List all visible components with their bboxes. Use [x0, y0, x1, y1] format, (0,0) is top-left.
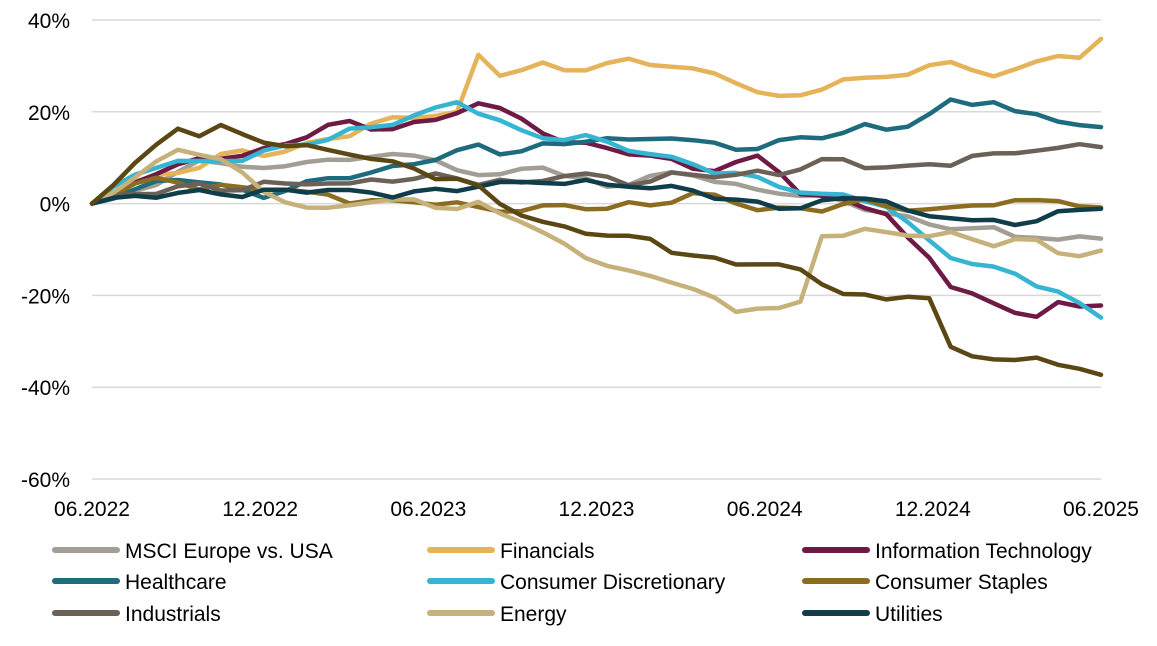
x-tick-label: 06.2025 [1063, 498, 1139, 521]
series-line [89, 101, 1104, 320]
x-tick-label: 12.2023 [559, 498, 635, 521]
x-tick-label: 06.2023 [390, 498, 466, 521]
y-tick-label: -60% [21, 469, 70, 492]
legend-label: Consumer Discretionary [500, 571, 726, 594]
y-tick-label: 40% [28, 10, 70, 33]
x-tick-label: 12.2022 [222, 498, 298, 521]
y-tick-label: -20% [21, 285, 70, 308]
x-tick-label: 06.2022 [54, 498, 130, 521]
x-tick-labels: 06.2022 12.2022 06.2023 12.2023 06.2024 12.20… [54, 498, 1139, 521]
legend-label: Consumer Staples [875, 571, 1048, 594]
x-tick-label: 06.2024 [727, 498, 803, 521]
legend-label: Industrials [125, 603, 221, 626]
series-line [89, 99, 1104, 320]
legend-label: Financials [500, 540, 595, 563]
grid-layer [92, 19, 1101, 480]
legend: MSCI Europe vs. USA Financials Information… [52, 540, 1092, 626]
legend-label: Utilities [875, 603, 943, 626]
series-line [89, 122, 1104, 378]
series-line [89, 141, 1104, 206]
y-tick-label: 20% [28, 102, 70, 125]
y-tick-labels: 40% 20% 0% -20% -40% -60% [21, 10, 70, 492]
legend-label: MSCI Europe vs. USA [125, 540, 333, 563]
legend-label: Energy [500, 603, 567, 626]
series-line [89, 177, 1104, 228]
series-layer [89, 36, 1104, 378]
legend-label: Information Technology [875, 540, 1092, 563]
series-line [89, 36, 1104, 206]
legend-label: Healthcare [125, 571, 227, 594]
x-tick-label: 12.2024 [895, 498, 971, 521]
y-tick-label: 0% [40, 194, 70, 217]
y-tick-label: -40% [21, 377, 70, 400]
